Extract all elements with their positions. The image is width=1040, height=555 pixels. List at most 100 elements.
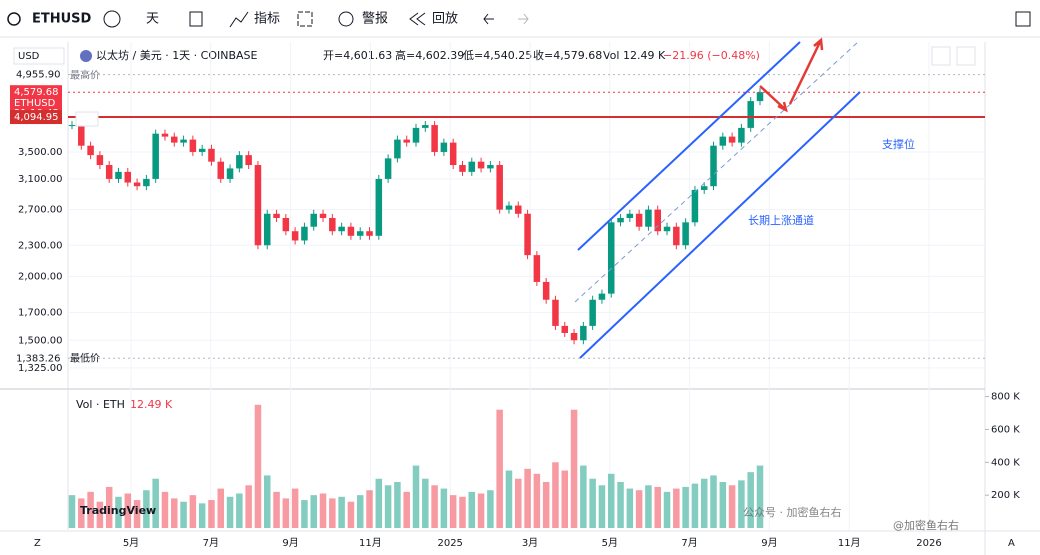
arrow-down [759, 85, 788, 113]
volume-bar [598, 485, 606, 528]
volume-bar [635, 490, 643, 528]
scale-button[interactable] [75, 111, 99, 127]
volume-bar [301, 500, 308, 528]
legend-high: 高=4,602.39 [395, 48, 464, 62]
legend-open: 开=4,601.63 [323, 49, 392, 62]
candle-body [570, 332, 578, 341]
volume-bar [477, 493, 485, 528]
alert-icon [338, 11, 354, 27]
candle-body [133, 182, 141, 187]
candle-body [105, 165, 113, 179]
volume-bar [673, 488, 680, 528]
candle-body [580, 325, 587, 341]
eth-logo [80, 50, 92, 62]
symbol[interactable]: ETHUSD [32, 12, 92, 27]
time-label: 11月 [359, 537, 382, 549]
candle-body [273, 213, 280, 219]
time-label: 9月 [282, 537, 298, 549]
layout-icon[interactable] [297, 11, 313, 27]
time-label: 2025 [437, 538, 462, 549]
y-tick-label: 1,700.00 [18, 307, 63, 318]
search-icon[interactable] [7, 12, 21, 26]
fullscreen[interactable] [1015, 11, 1031, 27]
volume-bar [375, 478, 383, 528]
candle-body [710, 145, 717, 187]
volume-bar [217, 488, 225, 528]
volume-bar [728, 485, 736, 528]
volume-bar [561, 470, 569, 528]
drawings: 支撑位 长期上涨通道 [574, 37, 915, 359]
volume-bar [329, 498, 336, 528]
candle-body [589, 299, 596, 326]
candle-body [747, 101, 754, 128]
interval[interactable]: 天 [146, 12, 159, 27]
candle-body [422, 125, 429, 128]
vol-tick-label: 200 K [991, 490, 1020, 501]
candle-body [515, 205, 522, 214]
candle-body [310, 213, 317, 227]
volume-bar [645, 485, 652, 528]
y-tick-label: 1,500.00 [18, 335, 63, 346]
arrow-up [788, 37, 824, 105]
replay[interactable]: 回放 [432, 12, 458, 27]
currency-select[interactable] [13, 47, 65, 65]
y-tick-label: 3,100.00 [18, 174, 63, 185]
handle-watermark: @加密鱼右右 [893, 518, 959, 532]
candle-body [607, 222, 615, 294]
candle-body [301, 226, 308, 241]
vol-tick-label: 600 K [991, 424, 1020, 435]
redo[interactable] [518, 13, 529, 25]
candle-body [738, 127, 745, 143]
time-label: 11月 [838, 537, 861, 549]
time-label: 3月 [522, 537, 538, 549]
support-label: 4,094.95 [14, 112, 59, 123]
time-label: 7月 [203, 537, 219, 549]
pane-max[interactable] [956, 46, 976, 66]
volume-bar [394, 482, 401, 528]
volume-bar [542, 482, 550, 528]
channel-upper [577, 41, 801, 251]
candle-body [282, 218, 290, 232]
candle-body [673, 226, 680, 246]
high-label: 4,955.90 [16, 70, 61, 81]
candle-body [366, 231, 373, 236]
volume-title: Vol · ETH [76, 398, 125, 411]
volume-bar [171, 498, 178, 528]
support-annotation: 支撑位 [882, 137, 915, 151]
volume-bar [87, 491, 94, 528]
alerts[interactable]: 警报 [362, 11, 388, 27]
undo[interactable] [483, 13, 494, 25]
volume-bar [449, 495, 457, 528]
volume-bar [617, 482, 624, 528]
volume-bar [254, 404, 262, 528]
volume-bar [524, 468, 531, 528]
candle-body [217, 161, 225, 179]
volume-bar [180, 501, 187, 528]
volume-bar [282, 498, 290, 528]
candle-body [87, 145, 94, 156]
channel-annotation: 长期上涨通道 [748, 213, 814, 227]
candle-body [375, 178, 383, 236]
candle-body [654, 209, 661, 232]
candle-body [319, 213, 327, 219]
candle-body [728, 136, 736, 143]
candle-body [347, 226, 355, 236]
y-tick-label: 2,000.00 [18, 271, 63, 282]
volume-bar [319, 493, 327, 528]
volume-bar [78, 498, 85, 528]
time-label: 9月 [761, 537, 777, 549]
volume-bar [338, 496, 345, 528]
candle-body [505, 205, 513, 210]
volume-bar [273, 491, 280, 528]
indicators[interactable]: 指标 [254, 12, 280, 27]
pane-down[interactable] [931, 46, 951, 66]
high-text: 最高价 [70, 69, 100, 82]
chart-type-icon[interactable] [189, 11, 203, 27]
candle-body [635, 213, 643, 227]
add-icon[interactable] [103, 10, 121, 28]
y-tick-label: 2,300.00 [18, 240, 63, 251]
volume-bar [347, 501, 355, 528]
volume-last: 12.49 K [130, 398, 173, 411]
volume-bar [710, 475, 717, 528]
